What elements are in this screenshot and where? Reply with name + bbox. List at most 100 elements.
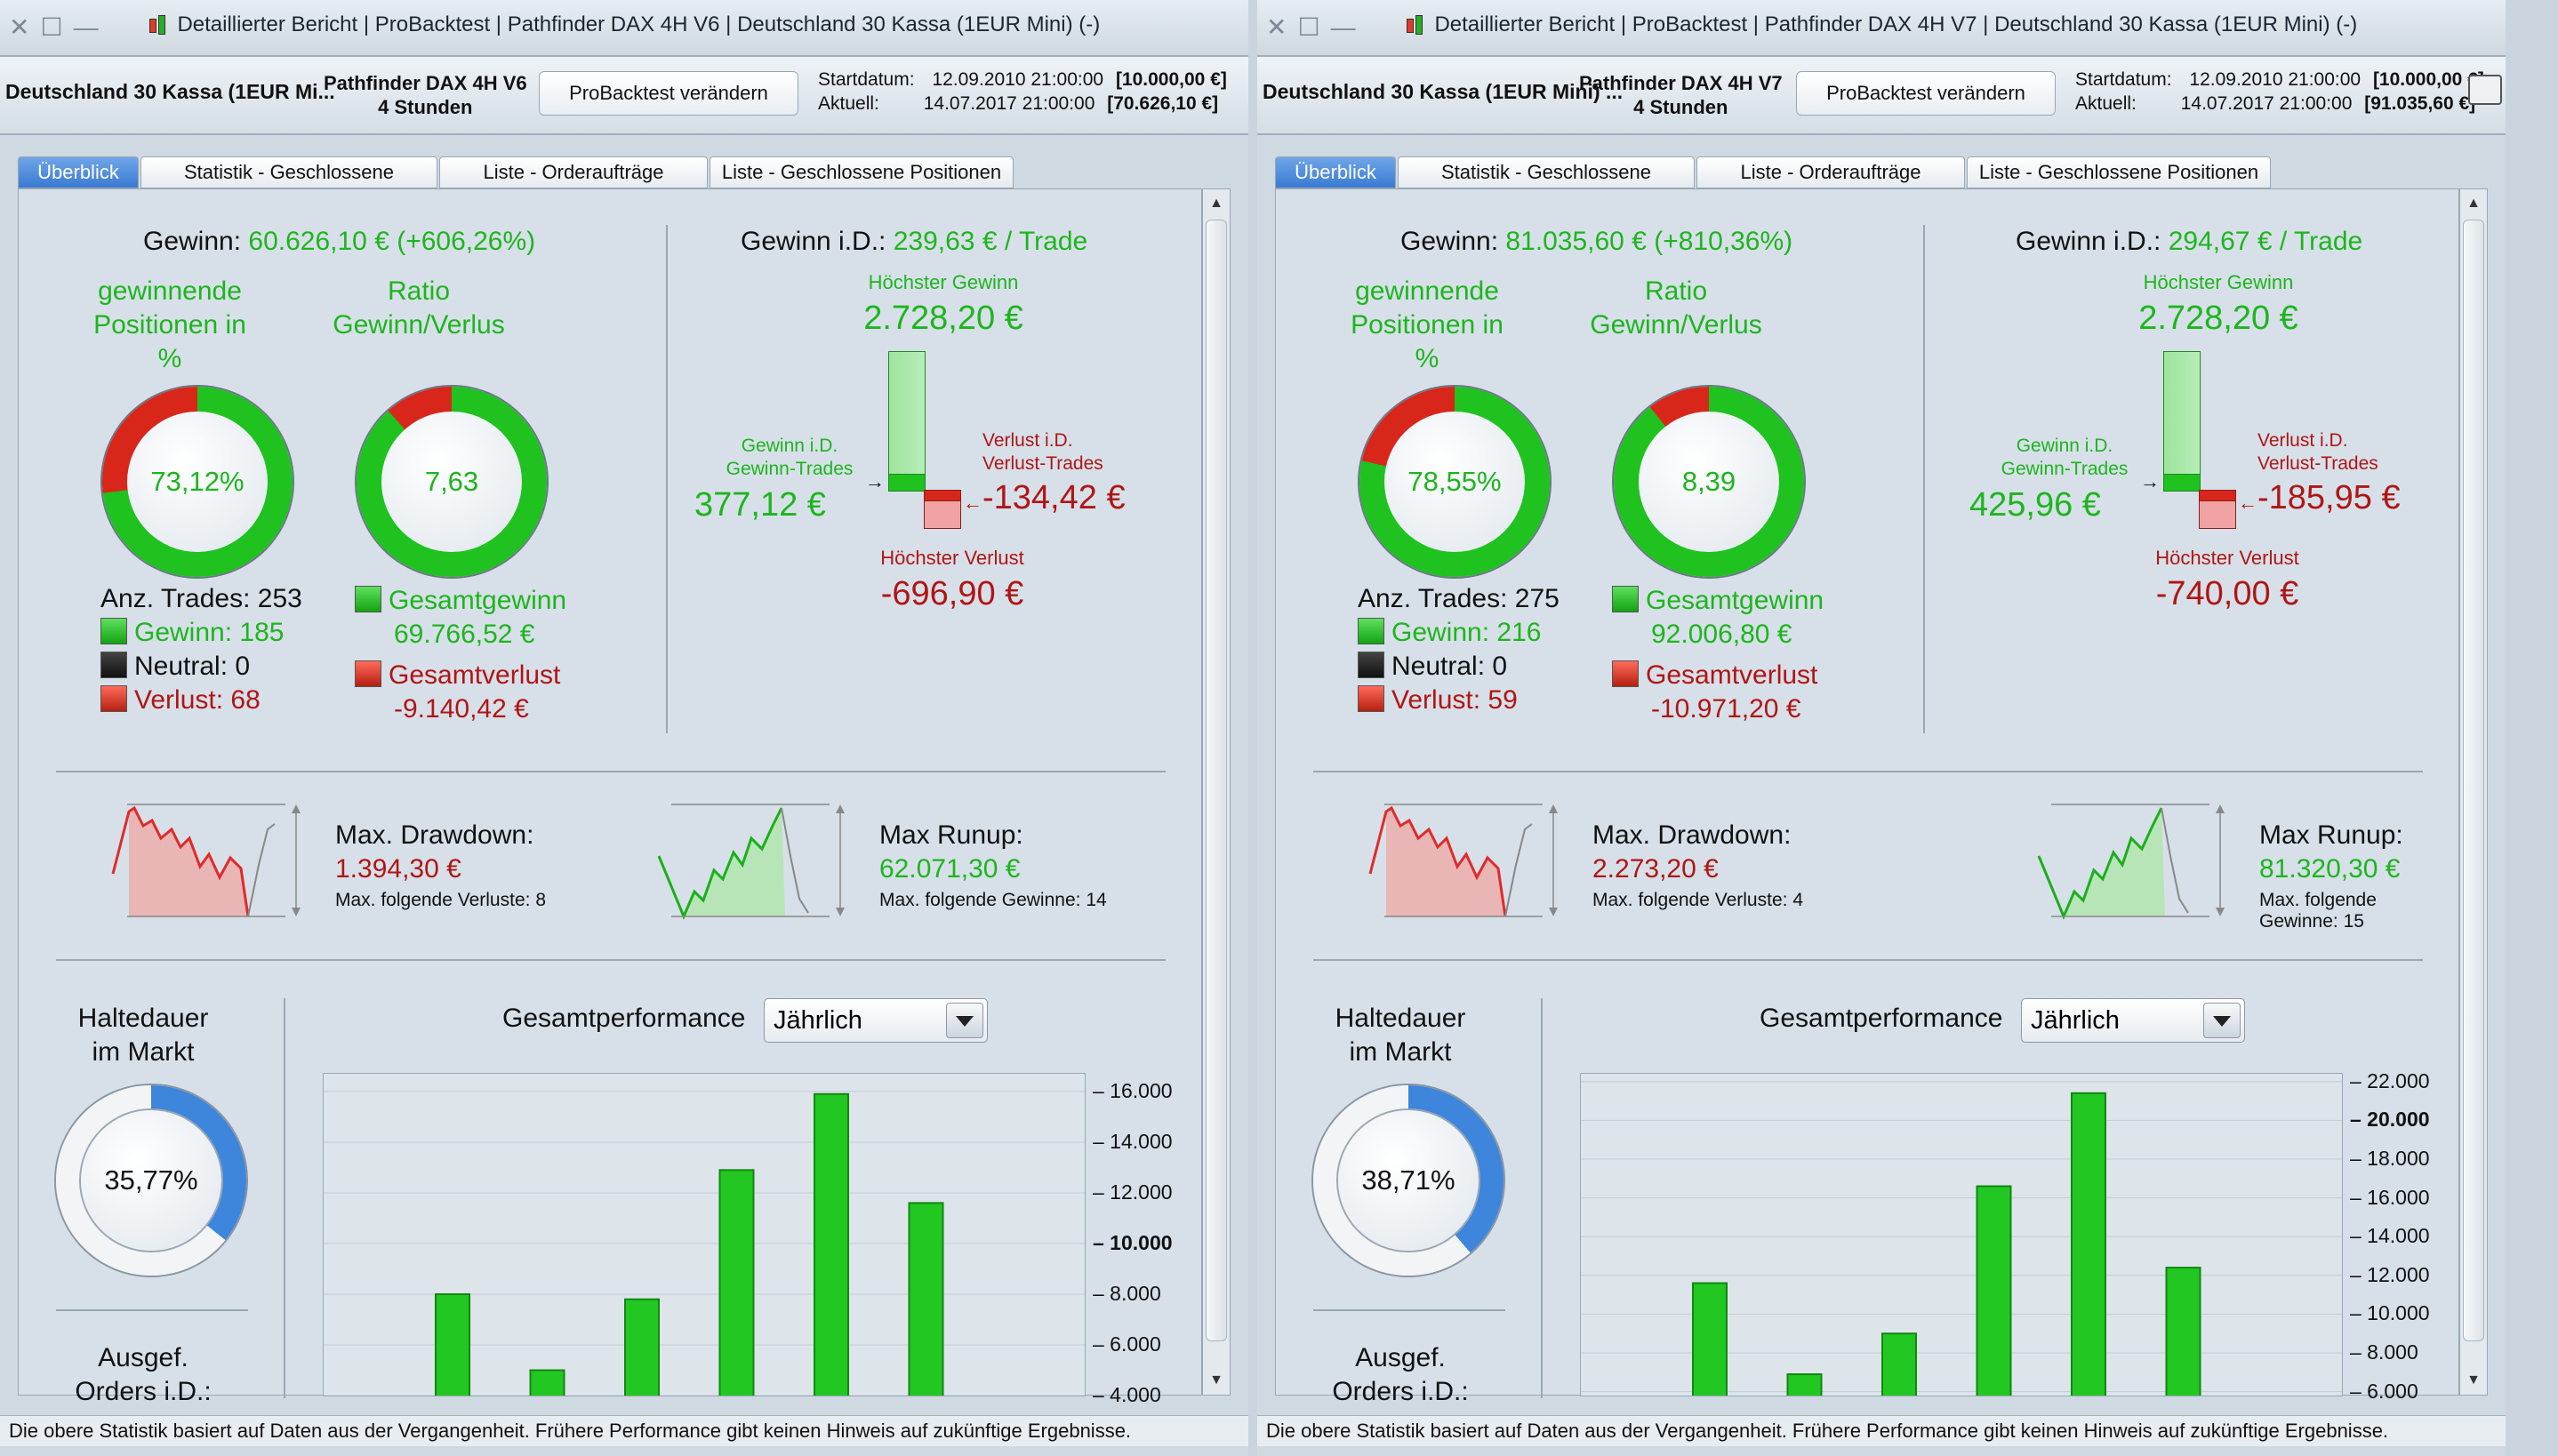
max-gain-bar <box>2163 351 2201 476</box>
y-tick-label: – 18.000 <box>2350 1146 2430 1170</box>
y-tick-label: – 8.000 <box>1093 1281 1161 1305</box>
gain-label: Gewinn: <box>1400 227 1499 256</box>
current-date: 14.07.2017 21:00:00 <box>923 93 1095 114</box>
performance-bar <box>1881 1332 1917 1396</box>
max-loss-bar <box>924 500 961 529</box>
runup-sub-label: Max. folgende Gewinne: <box>2259 890 2377 932</box>
wins-label: Gewinn: <box>134 618 233 647</box>
ratio-label: Ratio Gewinn/Verlus <box>321 275 517 342</box>
y-tick-label: – 16.000 <box>2350 1185 2430 1209</box>
period-select[interactable]: Jährlich <box>764 998 988 1043</box>
section-divider <box>56 1309 248 1311</box>
drawdown-value: 1.394,30 € <box>335 854 461 884</box>
toolbar: Deutschland 30 Kassa (1EUR Mi... Pathfin… <box>0 57 1248 135</box>
runup-sub-label: Max. folgende Gewinne: <box>879 890 1081 910</box>
runup-sub: Max. folgende Gewinne: 15 <box>2259 890 2458 932</box>
chevron-down-icon[interactable] <box>946 1003 983 1038</box>
start-label: Startdatum: <box>2075 69 2172 90</box>
window-controls[interactable]: ✕☐— <box>9 12 109 42</box>
y-tick-label: – 10.000 <box>1093 1230 1173 1254</box>
holding-value: 35,77% <box>81 1110 221 1251</box>
scroll-thumb[interactable] <box>1206 220 1227 1341</box>
scroll-up-icon[interactable]: ▲ <box>2466 196 2481 211</box>
scroll-up-icon[interactable]: ▲ <box>1209 196 1223 211</box>
avg-win-label: Gewinn i.D. Gewinn-Trades <box>696 435 883 481</box>
performance-bar <box>529 1369 565 1396</box>
avg-loss-label-line: Verlust-Trades <box>982 453 1103 474</box>
runup-sparkline <box>657 804 845 920</box>
tab-0[interactable]: Überblick <box>18 156 139 188</box>
max-gain-label: Höchster Gewinn <box>2143 271 2294 293</box>
max-loss-value: -696,90 € <box>880 575 1024 612</box>
total-loss: Gesamtverlust -10.971,20 € <box>1612 659 1817 726</box>
runup-sub: Max. folgende Gewinne: 14 <box>879 890 1107 911</box>
date-info: Startdatum: 12.09.2010 21:00:00 [10.000,… <box>2075 68 2484 116</box>
green-square-icon <box>1612 586 1639 612</box>
max-loss-value: -740,00 € <box>2155 575 2299 612</box>
avg-gain-value: 239,63 € / Trade <box>893 227 1088 256</box>
losses-count: Verlust: 68 <box>100 685 261 716</box>
losses-value: 68 <box>230 685 261 715</box>
minimize-icon[interactable]: — <box>73 13 109 41</box>
black-square-icon <box>1358 652 1384 678</box>
tab-2[interactable]: Liste - Orderaufträge <box>1696 156 1965 188</box>
holding-label-line: Haltedauer <box>1335 1004 1466 1033</box>
modify-backtest-button[interactable]: ProBacktest verändern <box>539 71 798 116</box>
max-gain-value: 2.728,20 € <box>863 300 1023 337</box>
tab-3[interactable]: Liste - Geschlossene Positionen <box>1967 156 2271 188</box>
wins-value: 216 <box>1496 618 1542 647</box>
tab-3[interactable]: Liste - Geschlossene Positionen <box>710 156 1014 188</box>
ratio-value: 8,39 <box>1639 412 1779 552</box>
scroll-down-icon[interactable]: ▼ <box>1209 1372 1223 1388</box>
scroll-thumb[interactable] <box>2463 220 2484 1341</box>
vertical-scrollbar[interactable]: ▲ ▼ <box>2459 188 2488 1396</box>
neutral-count: Neutral: 0 <box>1358 652 1507 682</box>
maximize-icon[interactable]: ☐ <box>1297 13 1331 41</box>
tab-2[interactable]: Liste - Orderaufträge <box>439 156 708 188</box>
drawdown-sub-value: 4 <box>1792 890 1803 910</box>
vertical-scrollbar[interactable]: ▲ ▼ <box>1202 188 1231 1396</box>
y-tick-label: – 10.000 <box>2350 1301 2430 1325</box>
tab-0[interactable]: Überblick <box>1275 156 1396 188</box>
holding-label-line: im Markt <box>92 1037 195 1067</box>
section-divider <box>56 771 1166 772</box>
current-capital: [70.626,10 €] <box>1107 93 1219 114</box>
title-instrument: Deutschland 30 Kassa (1EUR Mini) (-) <box>737 12 1101 36</box>
drawdown-sub: Max. folgende Verluste: 8 <box>335 890 546 911</box>
avg-win-label: Gewinn i.D. Gewinn-Trades <box>1971 435 2158 481</box>
green-square-icon <box>100 618 127 644</box>
window-titlebar: ✕☐— Detaillierter Bericht | ProBacktest … <box>1257 0 2506 57</box>
report-panel-0: ✕☐— Detaillierter Bericht | ProBacktest … <box>0 0 1248 1456</box>
maximize-icon[interactable]: ☐ <box>40 13 74 41</box>
y-tick-label: – 22.000 <box>2350 1068 2430 1092</box>
win-pct-value: 78,55% <box>1384 412 1525 552</box>
performance-chart <box>323 1073 1086 1396</box>
wins-label: Gewinn: <box>1391 618 1490 647</box>
tab-1[interactable]: Statistik - Geschlossene Positionen <box>1398 156 1695 213</box>
minimize-icon[interactable]: — <box>1330 13 1367 41</box>
close-icon[interactable]: ✕ <box>9 13 41 41</box>
chevron-down-icon[interactable] <box>2203 1003 2241 1038</box>
holding-value: 38,71% <box>1338 1110 1479 1251</box>
drawdown-sub-label: Max. folgende Verluste: <box>335 890 531 910</box>
strategy-name: Pathfinder DAX 4H V7 <box>1579 72 1783 94</box>
modify-backtest-button[interactable]: ProBacktest verändern <box>1796 71 2056 116</box>
performance-bar <box>624 1298 660 1396</box>
avg-win-bar <box>2163 474 2201 492</box>
performance-bar <box>1692 1282 1728 1396</box>
win-pct-label-line: % <box>157 344 182 373</box>
close-icon[interactable]: ✕ <box>1266 13 1298 41</box>
losses-count: Verlust: 59 <box>1358 685 1518 716</box>
printer-icon[interactable] <box>2468 75 2502 105</box>
total-gain: Gesamtgewinn 69.766,52 € <box>355 584 566 652</box>
performance-bar <box>2071 1092 2106 1396</box>
y-tick-label: – 14.000 <box>1093 1129 1173 1153</box>
performance-bar <box>718 1169 755 1396</box>
scroll-down-icon[interactable]: ▼ <box>2466 1372 2481 1388</box>
avg-win-label-line: Gewinn i.D. <box>2016 436 2113 456</box>
timeframe: 4 Stunden <box>378 96 473 118</box>
window-controls[interactable]: ✕☐— <box>1266 12 1367 42</box>
tab-1[interactable]: Statistik - Geschlossene Positionen <box>140 156 437 213</box>
period-value: Jährlich <box>2031 1006 2120 1035</box>
period-select[interactable]: Jährlich <box>2021 998 2245 1043</box>
